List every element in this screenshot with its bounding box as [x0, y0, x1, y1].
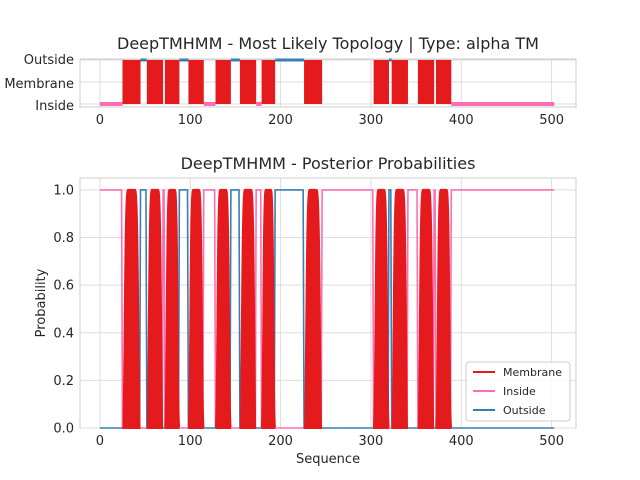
topology-membrane-segment	[304, 60, 323, 104]
posterior-x-ticks: 0 100 200 300 400 500	[96, 434, 564, 449]
legend-label-outside: Outside	[503, 404, 546, 417]
topology-ytick-membrane: Membrane	[4, 77, 74, 92]
posterior-xtick-label: 200	[268, 434, 293, 449]
topology-title: DeepTMHMM - Most Likely Topology | Type:…	[117, 34, 539, 53]
topology-marks	[99, 58, 555, 106]
series-membrane-peak	[260, 188, 277, 429]
topology-xtick-label: 100	[178, 113, 203, 128]
topology-ytick-outside: Outside	[24, 53, 74, 68]
topology-membrane-segment	[373, 60, 389, 104]
topology-membrane-segment	[261, 60, 276, 104]
topology-membrane-segment	[435, 60, 452, 104]
posterior-marks	[99, 188, 555, 429]
posterior-ytick-label: 0.0	[53, 422, 74, 437]
topology-membrane-segment	[417, 60, 435, 104]
topology-membrane-segment	[188, 60, 204, 104]
posterior-ytick-label: 0.4	[53, 326, 74, 341]
series-membrane-peak	[187, 188, 205, 429]
series-membrane-peak	[163, 188, 181, 429]
topology-membrane-segment	[215, 60, 231, 104]
posterior-ylabel: Probability	[34, 268, 49, 337]
legend-box	[465, 361, 571, 422]
series-membrane-peak	[390, 188, 409, 429]
topology-y-ticks: Outside Membrane Inside	[4, 53, 74, 114]
posterior-panel: DeepTMHMM - Posterior Probabilities 0.00…	[34, 154, 577, 467]
legend: Membrane Inside Outside	[465, 361, 571, 422]
posterior-y-ticks: 0.0 0.2 0.4 0.6 0.8 1.0	[53, 183, 74, 436]
series-membrane-peak	[214, 188, 232, 429]
posterior-xlabel: Sequence	[296, 452, 360, 467]
series-membrane-peak	[303, 188, 324, 429]
topology-xtick-label: 500	[539, 113, 564, 128]
series-membrane-peak	[434, 188, 453, 429]
topology-xtick-label: 200	[268, 113, 293, 128]
series-membrane-peak	[145, 188, 165, 429]
topology-panel: DeepTMHMM - Most Likely Topology | Type:…	[4, 34, 577, 128]
posterior-xtick-label: 500	[539, 434, 564, 449]
posterior-ytick-label: 0.2	[53, 374, 74, 389]
topology-membrane-segment	[146, 60, 164, 104]
posterior-xtick-label: 100	[178, 434, 203, 449]
posterior-xtick-label: 400	[449, 434, 474, 449]
topology-membrane-segment	[239, 60, 257, 104]
series-membrane-peak	[121, 188, 142, 429]
topology-membrane-segment	[391, 60, 408, 104]
legend-label-inside: Inside	[503, 385, 536, 398]
topology-xtick-label: 0	[96, 113, 104, 128]
topology-xtick-label: 400	[449, 113, 474, 128]
posterior-ytick-label: 1.0	[53, 183, 74, 198]
posterior-ytick-label: 0.8	[53, 231, 74, 246]
posterior-ytick-label: 0.6	[53, 279, 74, 294]
series-membrane-peak	[372, 188, 390, 429]
series-membrane-peak	[416, 188, 436, 429]
posterior-title: DeepTMHMM - Posterior Probabilities	[181, 154, 476, 173]
topology-ytick-inside: Inside	[35, 99, 74, 114]
legend-label-membrane: Membrane	[503, 366, 562, 379]
topology-membrane-segment	[164, 60, 180, 104]
posterior-xtick-label: 300	[359, 434, 384, 449]
topology-membrane-segment	[122, 60, 141, 104]
topology-x-ticks: 0 100 200 300 400 500	[96, 113, 564, 128]
posterior-xtick-label: 0	[96, 434, 104, 449]
topology-xtick-label: 300	[359, 113, 384, 128]
series-membrane-peak	[238, 188, 258, 429]
